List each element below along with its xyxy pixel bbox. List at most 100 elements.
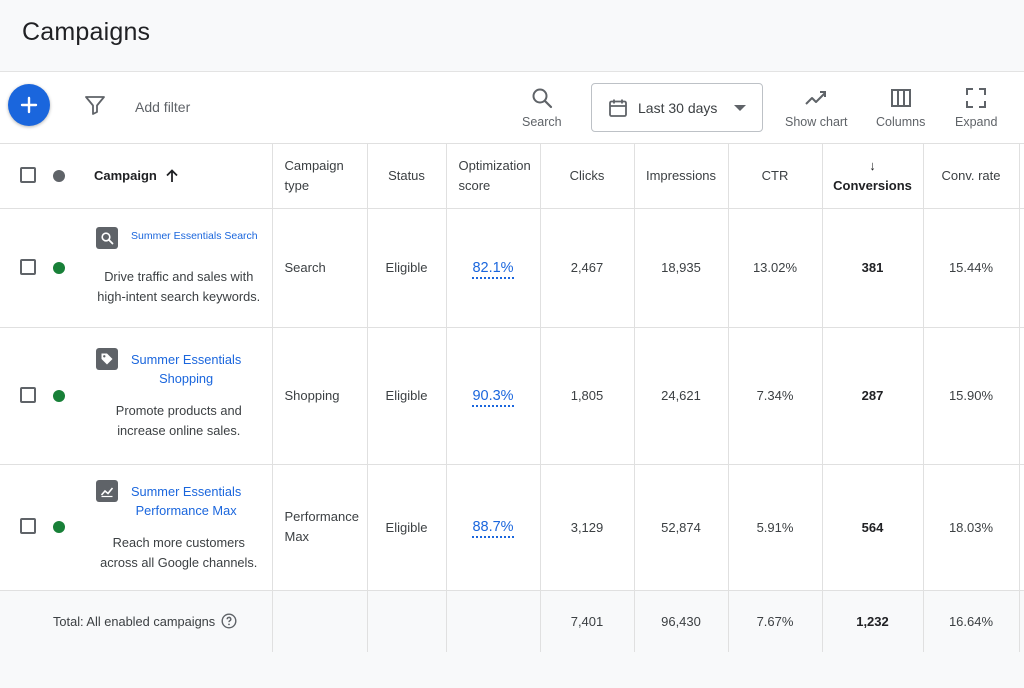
overflow-cell: [1019, 464, 1024, 591]
campaign-type-line1: Shopping: [284, 388, 340, 403]
date-range-label: Last 30 days: [638, 99, 718, 116]
expand-label: Expand: [955, 115, 998, 129]
impressions-value: 24,621: [661, 388, 701, 403]
column-header-clicks[interactable]: Clicks: [540, 144, 635, 209]
campaign-name-line1: Summer Essentials: [131, 352, 242, 367]
columns-icon: [890, 89, 911, 107]
table-row: Summer Essentials Performance Max Reach …: [0, 464, 1024, 591]
column-header-ctr[interactable]: CTR: [728, 144, 823, 209]
trending-icon: [805, 91, 827, 105]
plus-icon: [20, 96, 38, 114]
totals-conv-rate-cell: 16.64%: [923, 590, 1020, 653]
show-chart-label: Show chart: [785, 115, 848, 129]
ctr-cell: 13.02%: [728, 208, 823, 328]
optimization-score-link[interactable]: 82.1%: [472, 259, 514, 279]
optimization-score-cell: 82.1%: [446, 208, 541, 328]
filter-icon[interactable]: [84, 94, 106, 116]
status-cell: Eligible: [367, 327, 447, 465]
impressions-cell: 18,935: [634, 208, 729, 328]
status-value: Eligible: [385, 388, 428, 403]
optimization-score-link[interactable]: 90.3%: [472, 387, 514, 407]
campaign-name-link[interactable]: Summer Essentials Search: [131, 229, 258, 243]
campaign-description: Promote products and increase online sal…: [115, 403, 242, 438]
totals-impressions-cell: 96,430: [634, 590, 729, 653]
row-checkbox[interactable]: [20, 518, 36, 534]
column-optimization-line2: score: [458, 177, 491, 193]
campaign-type-line1: Search: [284, 260, 326, 275]
column-header-conv-rate[interactable]: Conv. rate: [923, 144, 1020, 209]
totals-empty-cell: [272, 590, 368, 653]
row-checkbox[interactable]: [20, 386, 36, 403]
campaign-cell: Summer Essentials Performance Max Reach …: [82, 464, 273, 591]
conversions-cell: 381: [822, 208, 924, 328]
table-header-row: Campaign Campaign type Status Optimizati…: [0, 144, 1024, 209]
impressions-value: 52,874: [661, 519, 701, 535]
column-header-status[interactable]: Status: [367, 144, 447, 209]
conv-rate-cell: 15.44%: [923, 208, 1020, 328]
conv-rate-value: 15.44%: [948, 260, 994, 275]
status-filter-dot[interactable]: [53, 169, 65, 182]
conversions-value: 287: [861, 388, 884, 403]
columns-button[interactable]: Columns: [876, 86, 925, 132]
new-campaign-button[interactable]: [8, 84, 50, 126]
show-chart-button[interactable]: Show chart: [785, 86, 848, 132]
totals-label: Total: All enabled campaigns: [53, 613, 216, 629]
status-cell: Eligible: [367, 208, 447, 328]
conversions-value: 564: [861, 519, 884, 535]
clicks-value: 2,467: [570, 260, 604, 275]
column-header-campaign[interactable]: Campaign: [82, 144, 273, 209]
campaign-name-link[interactable]: Summer Essentials Performance Max: [131, 482, 241, 520]
conv-rate-value: 15.90%: [948, 388, 994, 403]
column-conversions-label: ↓ Conversions: [833, 157, 912, 193]
optimization-score-link[interactable]: 88.7%: [472, 519, 514, 538]
status-value: Eligible: [385, 260, 428, 275]
impressions-cell: 52,874: [634, 464, 729, 591]
add-filter-button[interactable]: Add filter: [135, 99, 191, 115]
impressions-value: 18,935: [661, 260, 701, 275]
search-button[interactable]: Search: [522, 86, 562, 132]
column-campaign-type-line2: type: [284, 177, 310, 193]
column-campaign-label: Campaign: [94, 167, 157, 183]
column-header-impressions[interactable]: Impressions: [634, 144, 729, 209]
toolbar: Add filter Search Last 30 days Show char…: [0, 72, 1024, 144]
campaign-cell: Summer Essentials Shopping Promote produ…: [82, 327, 273, 465]
campaigns-table: Campaign Campaign type Status Optimizati…: [0, 144, 1024, 653]
overflow-cell: [1019, 208, 1024, 328]
select-all-checkbox[interactable]: [20, 166, 36, 183]
clicks-value: 3,129: [570, 519, 604, 535]
expand-button[interactable]: Expand: [955, 86, 997, 132]
ctr-cell: 7.34%: [728, 327, 823, 465]
column-ctr-label: CTR: [761, 167, 789, 183]
campaign-type-line1: Performance: [284, 509, 359, 524]
enabled-status-dot[interactable]: [53, 389, 65, 402]
help-icon[interactable]: [221, 613, 237, 629]
campaign-cell: Summer Essentials Search Drive traffic a…: [82, 208, 273, 328]
date-range-select[interactable]: Last 30 days: [591, 83, 763, 132]
column-conv-rate-label: Conv. rate: [941, 167, 1001, 183]
totals-empty-cell: [367, 590, 447, 653]
arrow-up-icon: [166, 168, 178, 182]
clicks-cell: 3,129: [540, 464, 635, 591]
enabled-status-dot[interactable]: [53, 261, 65, 274]
ctr-cell: 5.91%: [728, 464, 823, 591]
column-impressions-label: Impressions: [645, 167, 717, 183]
table-row: Summer Essentials Search Drive traffic a…: [0, 208, 1024, 328]
campaign-type-cell: Performance Max: [272, 464, 368, 591]
column-header-campaign-type[interactable]: Campaign type: [272, 144, 368, 209]
campaign-name-link[interactable]: Summer Essentials Shopping: [131, 350, 241, 388]
totals-ctr-cell: 7.67%: [728, 590, 823, 653]
header-select-cell: [0, 144, 82, 209]
clicks-cell: 1,805: [540, 327, 635, 465]
column-header-conversions[interactable]: ↓ Conversions: [822, 144, 924, 209]
campaign-type-line2: Max: [284, 529, 310, 544]
enabled-status-dot[interactable]: [53, 521, 65, 533]
column-header-optimization-score[interactable]: Optimization score: [446, 144, 541, 209]
totals-conv-rate-value: 16.64%: [948, 613, 994, 629]
columns-label: Columns: [876, 115, 926, 129]
conv-rate-cell: 15.90%: [923, 327, 1020, 465]
campaign-name-line1: Summer Essentials Search: [131, 229, 258, 242]
row-checkbox[interactable]: [20, 258, 36, 275]
totals-clicks-cell: 7,401: [540, 590, 635, 653]
fullscreen-icon: [966, 88, 987, 108]
campaign-name-line2: Shopping: [159, 371, 214, 386]
